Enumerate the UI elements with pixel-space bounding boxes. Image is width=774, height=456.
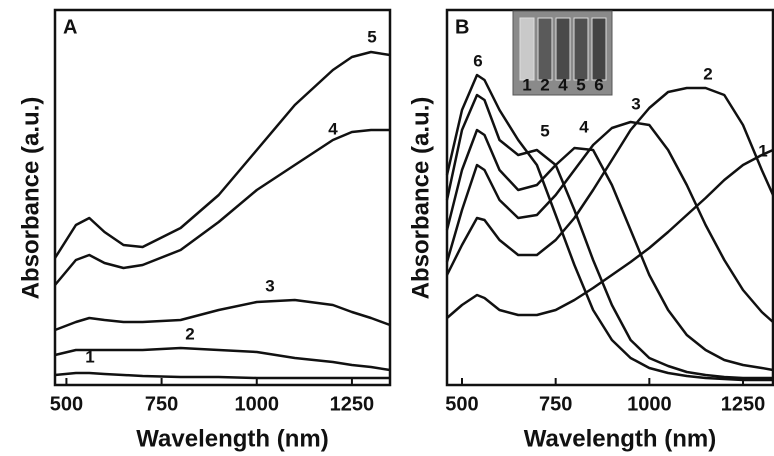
curve-label: 1 [758, 141, 767, 160]
x-tick-label: 500 [445, 393, 478, 415]
curve-label: 5 [540, 121, 549, 140]
spectrum-line [53, 50, 391, 259]
inset-label: 4 [558, 75, 568, 94]
x-axis-title: Wavelength (nm) [136, 425, 328, 452]
inset-label: 5 [576, 75, 585, 94]
curve-label: 4 [328, 119, 338, 138]
spectrum-line [445, 93, 773, 380]
curve-label: 2 [185, 324, 194, 343]
y-axis-title: Absorbance (a.u.) [17, 97, 44, 300]
panel-label: A [63, 16, 77, 38]
curve-label: 5 [367, 27, 376, 46]
vial [573, 17, 589, 81]
panel-label: B [455, 16, 469, 38]
spectrum-line [445, 120, 774, 323]
x-tick-label: 1250 [721, 393, 766, 415]
x-axis-title: Wavelength (nm) [524, 425, 716, 452]
x-tick-label: 1000 [627, 393, 672, 415]
x-tick-label: 1250 [330, 393, 375, 415]
curve-label: 3 [631, 94, 640, 113]
y-axis-title: Absorbance (a.u.) [407, 97, 434, 300]
spectrum-line [54, 128, 390, 286]
spectrum-line [445, 128, 774, 372]
x-tick-label: 500 [50, 393, 83, 415]
x-tick-label: 1000 [235, 393, 280, 415]
x-tick-label: 750 [145, 393, 178, 415]
curve-label: 2 [703, 64, 712, 83]
spectrum-line [445, 86, 774, 276]
vial [555, 17, 571, 81]
vial [591, 17, 607, 81]
curve-label: 1 [85, 347, 94, 366]
curve-label: 6 [473, 51, 482, 70]
inset-label: 6 [594, 75, 603, 94]
curve-label: 4 [579, 117, 589, 136]
vial [537, 17, 553, 81]
spectrum-line [54, 346, 391, 372]
inset-label: 1 [522, 75, 531, 94]
x-tick-label: 750 [539, 393, 572, 415]
inset-label: 2 [540, 75, 549, 94]
plot-frame [53, 8, 392, 387]
curve-label: 3 [265, 276, 274, 295]
vial [519, 17, 535, 81]
spectrum-line [54, 371, 390, 380]
spectrum-line [54, 298, 391, 332]
spectrum-line [445, 73, 773, 382]
